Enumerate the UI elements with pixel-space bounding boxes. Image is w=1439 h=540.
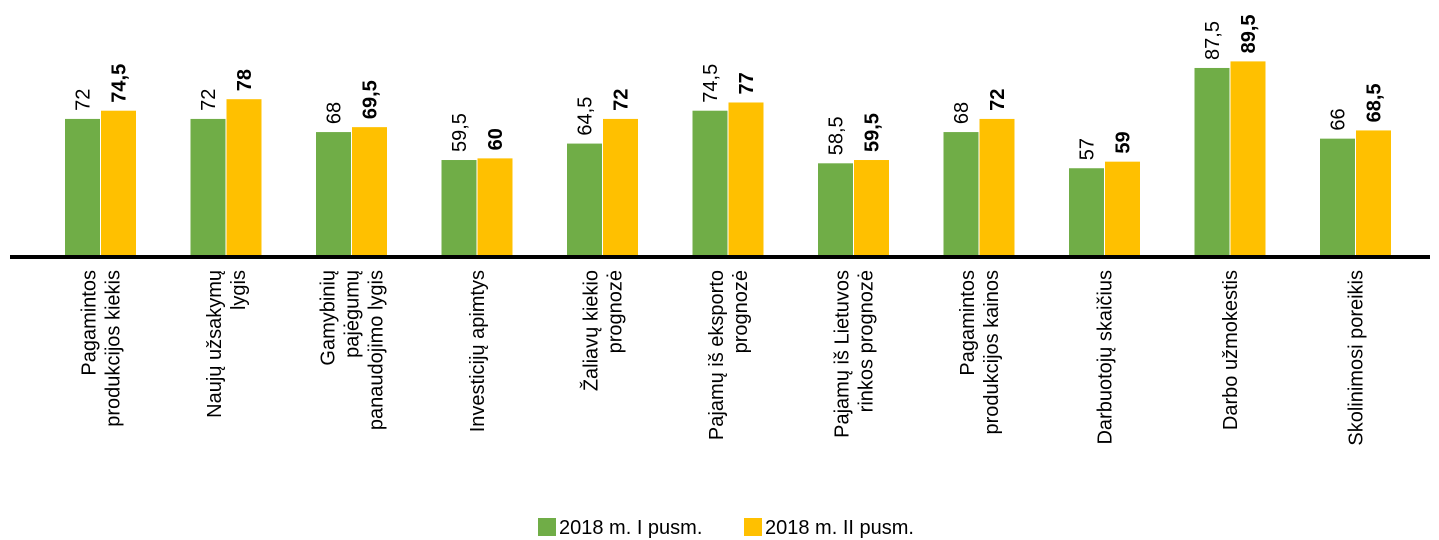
- x-tick-label: Žaliavų kiekio prognozė: [580, 270, 627, 391]
- x-tick-label: Investicijų apimtys: [467, 270, 489, 432]
- x-tick-label-line: Gamybinių: [318, 270, 340, 366]
- x-tick-label: Pajamų iš eksporto prognozė: [706, 270, 752, 440]
- x-tick-label-line: Žaliavų kiekio: [580, 270, 603, 391]
- bar: [190, 118, 226, 257]
- bar: [818, 163, 853, 257]
- bar: [854, 160, 889, 257]
- bar: [728, 102, 764, 257]
- x-tick-label-line: rinkos prognozė: [856, 270, 878, 412]
- x-tick-label-line: pajėgumų: [342, 270, 364, 358]
- x-tick-label: Pagamintos produkcijos kainos: [957, 270, 1003, 435]
- value-label: 72: [987, 89, 1009, 111]
- x-tick-label-line: Darbuotojų skaičius: [1095, 270, 1117, 445]
- x-tick-label: Darbuotojų skaičius: [1095, 270, 1117, 445]
- legend-label: 2018 m. I pusm.: [559, 517, 702, 539]
- value-label: 69,5: [360, 80, 382, 119]
- value-label: 59: [1113, 131, 1135, 153]
- x-tick-label: Darbo užmokestis: [1220, 270, 1242, 430]
- x-tick-label: Gamybinių pajėgumų panaudojimo lygis: [318, 270, 388, 430]
- value-label: 74,5: [109, 64, 131, 103]
- bar: [101, 110, 136, 257]
- value-label: 68: [324, 102, 346, 124]
- x-tick-label-line: Pajamų iš eksporto: [706, 270, 728, 440]
- legend-swatch: [744, 518, 762, 536]
- bar: [1356, 130, 1391, 257]
- bar: [441, 160, 477, 257]
- bar: [477, 158, 513, 257]
- value-label: 72: [198, 89, 220, 111]
- x-tick-label: Naujų užsakymų lygis: [204, 270, 250, 418]
- bar: [1194, 67, 1230, 257]
- x-tick-label-line: Investicijų apimtys: [467, 270, 489, 432]
- x-tick-label-line: prognozė: [730, 270, 752, 353]
- legend-label: 2018 m. II pusm.: [765, 517, 914, 539]
- bar: [943, 132, 979, 257]
- x-tick-label-line: Darbo užmokestis: [1220, 270, 1242, 430]
- value-label: 59,5: [449, 113, 471, 152]
- bar: [1105, 161, 1140, 257]
- x-tick-label-line: Pagamintos: [957, 270, 979, 376]
- bar: [603, 118, 638, 257]
- x-tick-label-line: Pajamų iš Lietuvos: [832, 270, 854, 438]
- x-tick-label: Pajamų iš Lietuvos rinkos prognozė: [832, 270, 878, 438]
- bar: [226, 99, 262, 257]
- x-tick-label-line: produkcijos kiekis: [103, 270, 125, 427]
- x-tick-label-line: produkcijos kainos: [981, 270, 1003, 435]
- x-tick-label-line: Pagamintos: [79, 270, 101, 376]
- bar: [65, 118, 100, 257]
- bar: [692, 110, 728, 257]
- x-tick-label-line: panaudojimo lygis: [366, 270, 388, 430]
- bar: [1069, 168, 1104, 257]
- bar: [1230, 61, 1266, 257]
- legend-swatch: [538, 518, 556, 536]
- value-label: 59,5: [862, 113, 884, 152]
- bar: [1320, 138, 1355, 257]
- x-tick-label-line: Skolinimosi poreikis: [1346, 270, 1368, 446]
- value-label: 57: [1077, 138, 1099, 160]
- value-label: 72: [611, 89, 633, 111]
- value-label: 60: [485, 128, 507, 150]
- x-tick-label-line: lygis: [228, 270, 250, 310]
- value-label: 74,5: [700, 64, 722, 103]
- x-tick-label-line: Naujų užsakymų: [204, 270, 226, 418]
- value-label: 58,5: [826, 116, 848, 155]
- value-label: 66: [1328, 108, 1350, 130]
- bar: [352, 127, 387, 257]
- bar: [567, 143, 602, 257]
- bar: [316, 132, 351, 257]
- value-label: 68: [951, 102, 973, 124]
- value-label: 77: [736, 72, 758, 94]
- value-label: 87,5: [1202, 21, 1224, 60]
- value-label: 68,5: [1364, 83, 1386, 122]
- value-label: 78: [234, 69, 256, 91]
- x-tick-label: Skolinimosi poreikis: [1346, 270, 1368, 446]
- value-label: 89,5: [1238, 14, 1260, 53]
- value-label: 64,5: [575, 97, 597, 136]
- value-label: 72: [73, 89, 95, 111]
- bar: [979, 118, 1015, 257]
- x-tick-label-line: prognozė: [605, 270, 627, 353]
- x-tick-label: Pagamintos produkcijos kiekis: [79, 270, 125, 427]
